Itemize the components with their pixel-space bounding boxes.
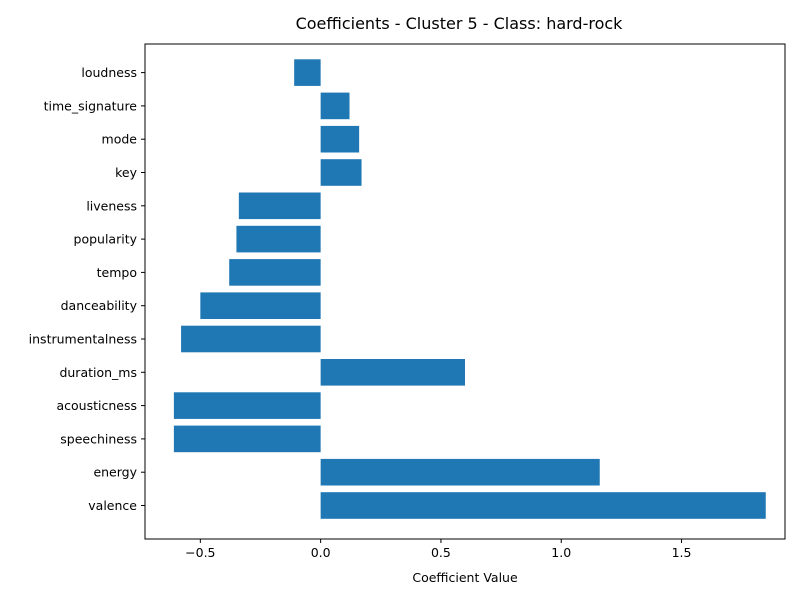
y-tick-label: speechiness [60, 431, 137, 446]
y-tick-label: loudness [81, 65, 137, 80]
y-tick-label: mode [102, 132, 138, 147]
x-tick-label: 0.5 [431, 545, 451, 560]
bar-valence [320, 492, 766, 519]
bars-group [173, 59, 766, 519]
bar-speechiness [173, 425, 321, 453]
x-tick-label: 0.0 [311, 545, 331, 560]
bar-time_signature [320, 92, 350, 120]
y-axis-ticks: valence energy speechiness acousticness dura… [29, 65, 145, 513]
y-tick-label: tempo [97, 265, 137, 280]
x-tick-label: 1.5 [672, 545, 692, 560]
x-tick-label: −0.5 [185, 545, 215, 560]
bar-acousticness [173, 392, 321, 419]
y-tick-label: valence [88, 498, 137, 513]
x-axis-label: Coefficient Value [412, 570, 518, 585]
y-tick-label: danceability [61, 298, 138, 313]
x-tick-label: 1.0 [551, 545, 571, 560]
y-tick-label: liveness [86, 198, 137, 213]
bar-liveness [238, 192, 321, 220]
bar-key [320, 159, 362, 186]
bar-mode [320, 125, 360, 153]
y-tick-label: acousticness [57, 398, 138, 413]
x-axis-ticks: −0.5 0.0 0.5 1.0 1.5 [185, 539, 691, 560]
bar-energy [320, 458, 600, 486]
bar-instrumentalness [181, 325, 321, 353]
bar-danceability [200, 292, 321, 319]
y-tick-label: instrumentalness [29, 332, 137, 347]
y-tick-label: duration_ms [59, 365, 137, 380]
bar-popularity [236, 225, 321, 253]
plot-frame [144, 43, 786, 540]
y-tick-label: energy [93, 465, 137, 480]
bar-tempo [229, 259, 321, 286]
chart-title: Coefficients - Cluster 5 - Class: hard-r… [296, 14, 624, 33]
y-tick-label: time_signature [44, 98, 138, 113]
bar-loudness [294, 59, 321, 86]
y-tick-label: key [115, 165, 137, 180]
y-tick-label: popularity [74, 232, 138, 247]
bar-duration_ms [320, 359, 465, 386]
